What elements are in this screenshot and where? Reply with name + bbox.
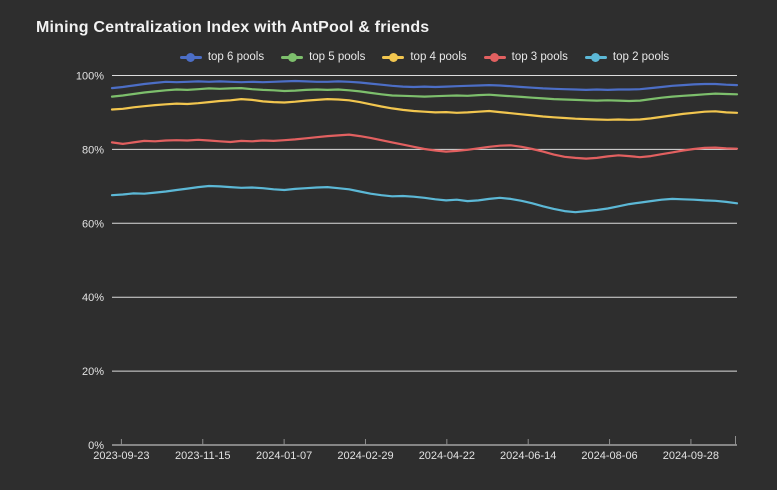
chart-title: Mining Centralization Index with AntPool… <box>36 19 430 36</box>
legend-item-top-6-pools[interactable]: top 6 pools <box>179 51 265 63</box>
legend-label: top 4 pools <box>410 51 467 63</box>
x-tick-label: 2024-01-07 <box>256 450 312 462</box>
legend-item-top-2-pools[interactable]: top 2 pools <box>584 51 670 63</box>
legend-label: top 2 pools <box>612 51 670 63</box>
y-tick-label: 40% <box>82 292 104 304</box>
series-line-top-5-pools <box>110 86 739 103</box>
y-tick-label: 80% <box>82 144 104 156</box>
legend-marker-icon <box>382 52 405 62</box>
y-tick-label: 0% <box>88 440 104 452</box>
series-line-top-3-pools <box>110 133 739 160</box>
legend-marker-icon <box>281 52 304 62</box>
series-line-top-4-pools <box>110 97 739 121</box>
x-tick-label: 2023-11-15 <box>175 450 230 462</box>
x-tick-label: 2024-09-28 <box>663 450 719 462</box>
y-tick-label: 20% <box>82 366 104 378</box>
series-line-top-2-pools <box>110 184 739 214</box>
series-line-top-6-pools <box>110 79 739 92</box>
legend-label: top 5 pools <box>309 51 366 63</box>
x-tick-label: 2023-09-23 <box>93 450 149 462</box>
x-tick-label: 2024-08-06 <box>581 450 637 462</box>
legend-marker-icon <box>584 52 607 62</box>
legend-item-top-3-pools[interactable]: top 3 pools <box>483 51 568 63</box>
legend-item-top-5-pools[interactable]: top 5 pools <box>281 51 365 63</box>
y-tick-label: 100% <box>76 71 104 83</box>
legend-label: top 3 pools <box>511 51 568 63</box>
x-tick-label: 2024-06-14 <box>500 450 556 462</box>
chart-legend: top 6 pools top 5 pools top 4 pools top 3 p… <box>112 48 737 66</box>
x-tick-label: 2024-02-29 <box>337 450 393 462</box>
legend-item-top-4-pools[interactable]: top 4 pools <box>382 51 467 63</box>
legend-marker-icon <box>179 52 202 62</box>
x-tick-label: 2024-04-22 <box>419 450 475 462</box>
legend-marker-icon <box>483 52 506 62</box>
y-tick-label: 60% <box>82 218 104 230</box>
legend-label: top 6 pools <box>207 51 265 63</box>
